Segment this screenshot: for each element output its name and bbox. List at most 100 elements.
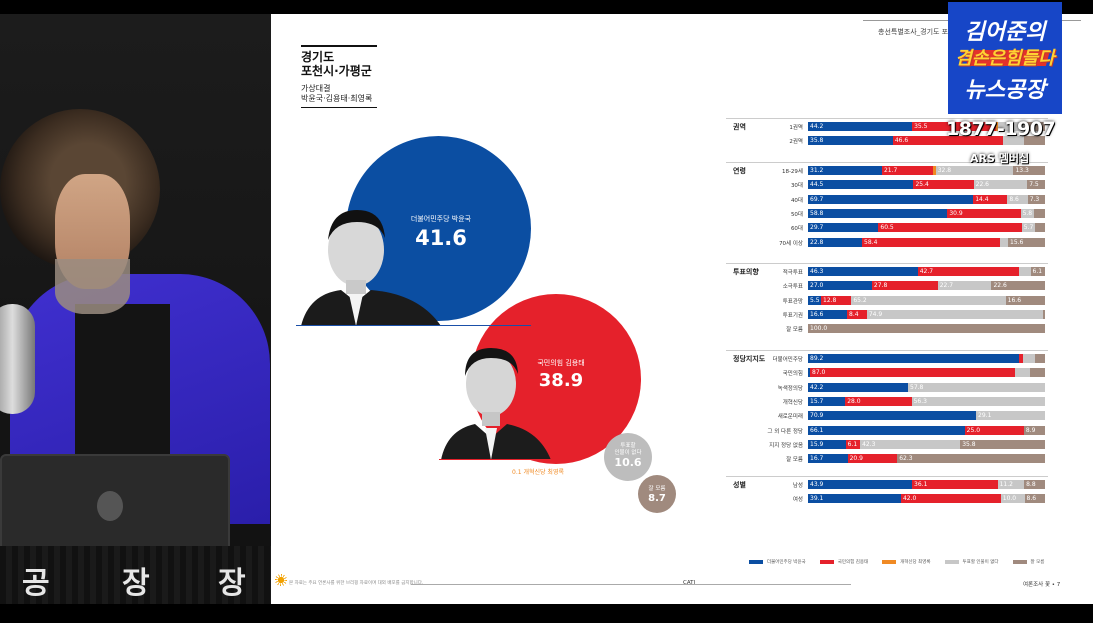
stacked-bar: 39.1 42.0 10.0 8.6 xyxy=(808,494,1045,504)
candidate-value: 38.9 xyxy=(538,370,584,391)
bar-segment-none xyxy=(1015,368,1030,378)
bar-segment-none: 22.7 xyxy=(937,281,992,291)
bar-segment-ppp: 42.7 xyxy=(917,267,1019,276)
bar-segment-dem: 22.8 xyxy=(808,237,863,247)
group-rule xyxy=(726,476,1048,477)
bar-segment-dem: 39.1 xyxy=(808,494,901,504)
ppp-baseline xyxy=(439,459,569,460)
stacked-bar: 5.5 12.8 65.2 16.6 xyxy=(808,295,1045,305)
bar-segment-ppp: 36.1 xyxy=(912,480,998,489)
candidate-value: 41.6 xyxy=(415,226,467,250)
bar-segment-dontknow: 8.8 xyxy=(1024,480,1045,489)
logo-line-3: 뉴스공장 xyxy=(964,78,1046,103)
region-title-2: 포천시·가평군 xyxy=(301,64,372,78)
stacked-bar: 69.7 14.4 8.6 7.3 xyxy=(808,194,1045,204)
stacked-bar: 87.0 xyxy=(808,368,1045,378)
row-label: 소극투표 xyxy=(782,284,803,291)
bar-segment-dem: 69.7 xyxy=(808,194,974,204)
row-label: 남성 xyxy=(792,483,803,489)
stacked-bar: 58.8 30.9 5.8 xyxy=(808,208,1045,218)
bar-segment-dem: 70.9 xyxy=(808,411,977,421)
matchup-names: 박윤국·김용태·최영록 xyxy=(301,94,373,103)
bar-segment-none xyxy=(1000,237,1009,247)
bar-segment-dem: 58.8 xyxy=(808,208,948,218)
bar-segment-dem: 35.8 xyxy=(808,136,893,146)
bar-segment-dontknow xyxy=(1024,122,1045,131)
legend-swatch xyxy=(819,560,834,564)
bar-segment-dem: 44.5 xyxy=(808,180,914,190)
footer-rule xyxy=(411,584,851,585)
legend-swatch xyxy=(882,560,897,564)
bar-segment-reform xyxy=(995,122,998,131)
dem-baseline xyxy=(296,325,531,326)
row-label: 2권역 xyxy=(789,139,803,146)
bar-segment-none xyxy=(1018,267,1031,276)
chart-legend: 더불어민주당 박윤국 국민의힘 김용태 개혁신당 최영록 투표할 인물이 없다 잘 모름 xyxy=(749,559,1044,565)
bar-segment-dem: 15.9 xyxy=(808,439,846,449)
stacked-bar: 27.0 27.8 22.7 22.6 xyxy=(808,281,1045,291)
candidate-label: 더불어민주당 박윤국 xyxy=(410,215,472,223)
group-rule xyxy=(726,350,1048,351)
stacked-bar: 15.9 6.1 42.3 35.8 xyxy=(808,439,1045,449)
legend-item: 투표할 인물이 없다 xyxy=(944,559,999,565)
laptop xyxy=(0,454,230,554)
legend-swatch xyxy=(749,560,763,564)
bar-segment-none: 5.8 xyxy=(1020,208,1035,218)
bar-segment-dontknow: 8.6 xyxy=(1024,494,1045,504)
row-label: 60대 xyxy=(790,226,803,233)
bar-segment-ppp: 25.0 xyxy=(964,425,1024,435)
bar-segment-none: 22.6 xyxy=(973,180,1028,190)
legend-swatch xyxy=(944,560,959,564)
row-label: 그 외 다른 정당 xyxy=(767,428,803,435)
legend-swatch xyxy=(1012,560,1027,564)
bar-segment-dem: 27.0 xyxy=(808,281,872,291)
bar-segment-none: 65.2 xyxy=(851,295,1006,305)
bar-segment-dem: 16.6 xyxy=(808,309,848,319)
bar-segment-dontknow: 35.8 xyxy=(960,439,1045,449)
banner-char: 장 xyxy=(122,566,150,601)
bar-segment-dontknow: 15.6 xyxy=(1008,237,1045,247)
candidate-portrait-ppp xyxy=(441,348,551,460)
stacked-bar: 22.8 58.4 15.6 xyxy=(808,237,1045,247)
region-title-1: 경기도 xyxy=(301,50,335,64)
legend-item: 개혁신당 최영록 xyxy=(882,559,931,565)
bar-segment-dem: 42.2 xyxy=(808,382,908,392)
row-label: 새로운미래 xyxy=(777,414,803,421)
bar-segment-dontknow: 8.9 xyxy=(1023,425,1045,435)
undecided-value: 10.6 xyxy=(614,456,642,469)
bar-segment-ppp: 28.0 xyxy=(845,396,912,406)
row-label: 투표관망 xyxy=(782,298,803,305)
bar-segment-ppp: 58.4 xyxy=(862,237,1001,247)
row-label: 국민의힘 xyxy=(782,371,803,378)
bar-segment-dem xyxy=(808,368,810,378)
bar-segment-dontknow: 13.3 xyxy=(1013,166,1045,175)
title-rule-bottom xyxy=(301,107,377,108)
footer-page: 여론조사 꽃 • 7 xyxy=(1023,582,1061,588)
legend-item: 잘 모름 xyxy=(1012,559,1044,565)
bar-segment-dontknow xyxy=(1034,208,1045,218)
stacked-bar: 42.2 57.8 xyxy=(808,382,1045,392)
bar-segment-dem: 44.2 xyxy=(808,122,913,131)
bar-segment-none: 5.7 xyxy=(1021,223,1036,233)
bar-segment-ppp: 12.8 xyxy=(821,295,852,305)
bar-segment-dem: 31.2 xyxy=(808,166,882,175)
laptop-logo-icon xyxy=(97,491,123,521)
row-label: 더불어민주당 xyxy=(772,357,803,363)
row-label: 녹색정의당 xyxy=(777,385,803,392)
bar-segment-ppp: 20.9 xyxy=(847,454,898,464)
group-label: 연령 xyxy=(733,167,746,175)
row-label: 지지 정당 없음 xyxy=(769,442,803,449)
bar-segment-ppp: 25.4 xyxy=(913,180,974,190)
undecided-circle: 투표할 인물이 없다 10.6 xyxy=(604,433,652,481)
legend-label: 더불어민주당 박윤국 xyxy=(767,560,806,565)
bar-segment-none: 74.9 xyxy=(866,309,1043,319)
group-rule xyxy=(726,118,1048,119)
bar-segment-ppp: 46.6 xyxy=(892,136,1004,146)
phone-sub: ARS 멤버십 xyxy=(970,152,1030,165)
group-label: 투표의향 xyxy=(733,268,759,276)
dontknow-circle: 잘 모름 8.7 xyxy=(638,475,676,513)
bar-segment-dem: 43.9 xyxy=(808,480,913,489)
bar-segment-dontknow: 22.6 xyxy=(991,281,1045,291)
bar-segment-dontknow: 6.1 xyxy=(1030,267,1045,276)
microphone xyxy=(0,304,35,414)
